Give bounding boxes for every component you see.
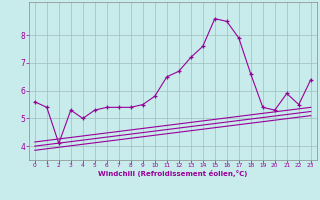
X-axis label: Windchill (Refroidissement éolien,°C): Windchill (Refroidissement éolien,°C) <box>98 170 247 177</box>
